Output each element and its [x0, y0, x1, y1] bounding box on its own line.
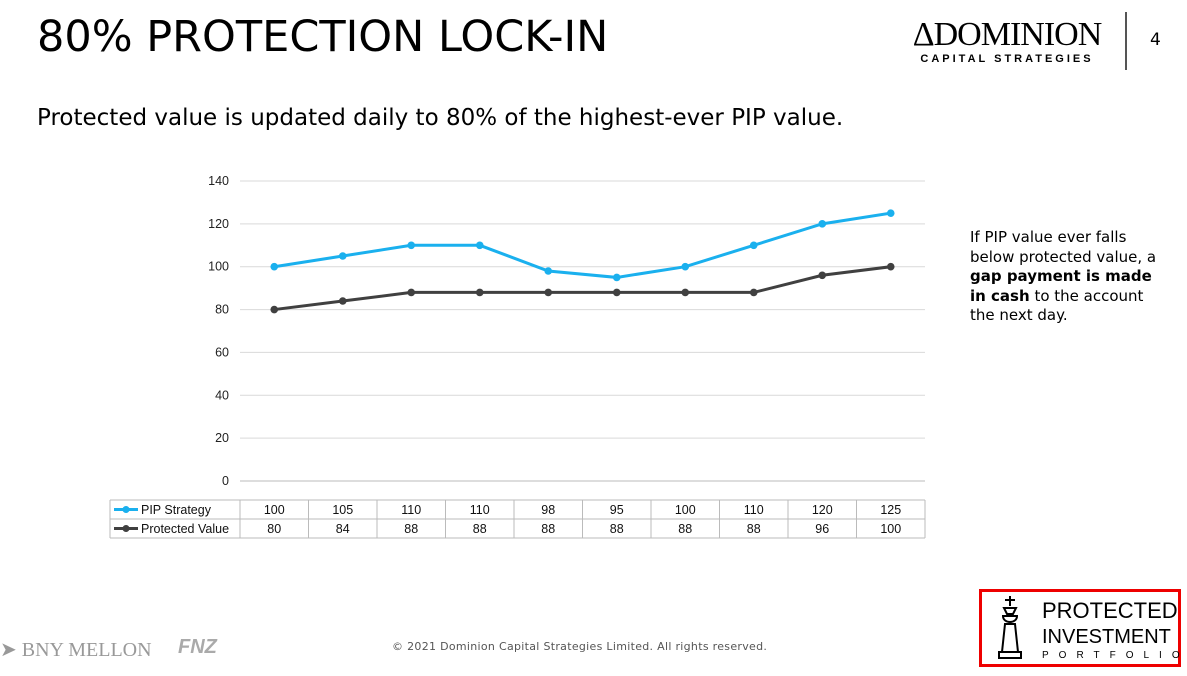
gap-payment-note: If PIP value ever falls below protected …	[970, 228, 1170, 326]
table-cell: 110	[470, 503, 490, 517]
data-point	[475, 288, 484, 297]
data-point	[681, 262, 690, 271]
table-cell: 120	[812, 503, 833, 517]
data-point	[475, 241, 484, 250]
table-cell: 100	[675, 503, 696, 517]
legend-label: Protected Value	[141, 522, 229, 536]
y-tick-label: 0	[222, 474, 229, 488]
data-point	[818, 220, 827, 228]
data-point	[612, 273, 621, 282]
page-title: 80% PROTECTION LOCK-IN	[37, 12, 609, 62]
data-point	[681, 288, 690, 297]
y-tick-label: 100	[208, 260, 229, 274]
table-cell: 125	[880, 503, 901, 517]
legend-marker	[122, 525, 130, 532]
data-point	[338, 252, 347, 260]
table-cell: 100	[880, 522, 901, 536]
y-tick-label: 40	[215, 388, 229, 402]
fnz-logo: FNZ	[178, 636, 217, 658]
table-cell: 88	[473, 522, 487, 536]
badge-line2: INVESTMENT	[1042, 626, 1171, 648]
note-bold: gap payment is made in cash	[970, 267, 1152, 305]
table-cell: 105	[332, 503, 353, 517]
table-cell: 110	[401, 503, 421, 517]
table-cell: 98	[541, 503, 555, 517]
data-point	[749, 241, 758, 250]
data-point	[749, 288, 758, 297]
copyright: © 2021 Dominion Capital Strategies Limit…	[392, 640, 768, 653]
page-number: 4	[1150, 30, 1161, 50]
data-point	[886, 262, 895, 271]
table-cell: 100	[264, 503, 285, 517]
table-cell: 88	[541, 522, 555, 536]
bny-arrow-icon: ➤	[0, 639, 22, 661]
table-cell: 88	[678, 522, 692, 536]
data-point	[886, 209, 895, 217]
logo-main: ΔDOMINION	[912, 16, 1103, 53]
subtitle: Protected value is updated daily to 80% …	[37, 105, 844, 131]
y-tick-label: 60	[215, 345, 229, 359]
data-point	[818, 271, 827, 280]
protected-investment-portfolio-badge: PROTECTED INVESTMENT PORTFOLIO	[979, 589, 1181, 667]
series-line	[274, 211, 891, 279]
table-cell: 88	[404, 522, 418, 536]
table-cell: 96	[815, 522, 829, 536]
legend-label: PIP Strategy	[141, 503, 212, 517]
badge-line3: PORTFOLIO	[1042, 650, 1187, 661]
note-text: If PIP value ever falls below protected …	[970, 228, 1157, 266]
dominion-logo: ΔDOMINION CAPITAL STRATEGIES	[912, 16, 1103, 66]
table-cell: 80	[267, 522, 281, 536]
data-point	[544, 267, 553, 275]
note-text-end: to the account the next day.	[970, 286, 1144, 325]
logo-sub: CAPITAL STRATEGIES	[920, 53, 1094, 65]
legend-marker	[122, 506, 130, 513]
series-line	[274, 265, 891, 312]
y-tick-label: 120	[208, 217, 229, 231]
table-cell: 95	[610, 503, 624, 517]
table-cell: 110	[744, 503, 764, 517]
bny-mellon-logo: ➤ BNY MELLON	[0, 637, 152, 662]
data-point	[270, 262, 279, 271]
badge-line1: PROTECTED	[1042, 598, 1178, 623]
y-tick-label: 20	[215, 431, 229, 445]
data-point	[407, 241, 416, 250]
table-cell: 84	[336, 522, 350, 536]
y-tick-label: 80	[215, 303, 229, 317]
data-point	[407, 288, 416, 297]
y-tick-label: 140	[208, 174, 229, 188]
bny-text: BNY MELLON	[21, 639, 152, 661]
data-point	[544, 288, 553, 297]
data-point	[270, 305, 279, 314]
table-cell: 88	[610, 522, 624, 536]
table-cell: 88	[747, 522, 761, 536]
divider	[1125, 12, 1127, 70]
data-point	[612, 288, 621, 297]
chess-king-icon	[998, 596, 1022, 659]
data-point	[338, 297, 347, 305]
